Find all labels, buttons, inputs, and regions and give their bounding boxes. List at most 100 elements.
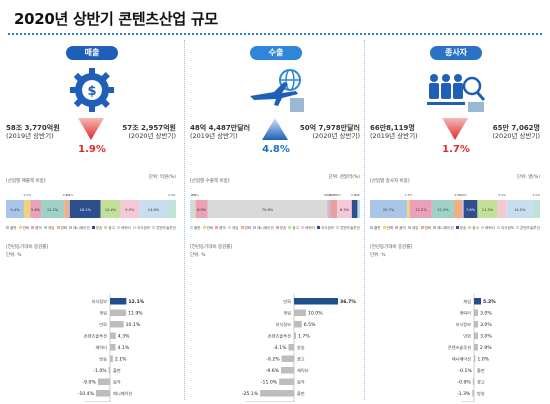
growth-value-label: 10.1% <box>126 322 141 328</box>
growth-category-label: 캐릭터 <box>95 344 107 351</box>
legend-label: 방송 <box>95 226 103 230</box>
growth-category-label: 게임 <box>283 310 291 317</box>
growth-bar <box>84 401 110 402</box>
growth-value-label: -1.3% <box>457 391 471 397</box>
growth-category-label: 광고 <box>113 402 121 403</box>
growth-value-label: -10.4% <box>78 391 95 397</box>
growth-category-label: 애니메이션 <box>297 402 316 403</box>
legend-label: 광고 <box>472 226 479 230</box>
decrease-triangle-icon <box>442 118 468 140</box>
share-segment <box>328 200 331 218</box>
growth-bar <box>279 378 294 385</box>
growth-category-label: 지식정보 <box>276 321 292 328</box>
growth-bar <box>474 298 482 305</box>
legend-label: 게임 <box>47 226 55 230</box>
legend-label: 만화 <box>386 226 394 230</box>
growth-caption: [전년동기대비 증감률] <box>190 245 233 250</box>
growth-bar <box>281 355 294 362</box>
share-segment-label: 3.7% <box>330 193 338 197</box>
growth-bar <box>288 344 295 351</box>
growth-bar <box>472 378 474 385</box>
legend-item: 콘텐츠솔루션 <box>152 226 176 230</box>
legend-swatch <box>433 226 437 229</box>
growth-unit: 단위: % <box>6 253 22 258</box>
growth-bar <box>110 355 113 362</box>
growth-bar <box>260 390 294 397</box>
share-segment <box>462 200 464 218</box>
growth-unit: 단위: % <box>190 253 206 258</box>
share-segment-label: 9.9% <box>125 208 135 212</box>
legend-swatch <box>116 226 120 229</box>
growth-category-label: 애니메이션 <box>113 390 132 397</box>
growth-bar <box>294 309 306 316</box>
legend-swatch <box>31 226 35 229</box>
growth-category-label: 만화 <box>99 321 107 328</box>
growth-value-label: 10.0% <box>308 311 323 317</box>
growth-value-label: 6.5% <box>304 322 316 328</box>
legend-label: 방송 <box>279 226 287 230</box>
growth-caption: [전년동기대비 증감률] <box>6 245 49 250</box>
growth-bar <box>245 401 294 402</box>
legend-label: 캐릭터 <box>304 226 315 230</box>
growth-value-label: -1.0% <box>93 368 107 374</box>
legend-label: 콘텐츠솔루션 <box>156 226 176 230</box>
legend-label: 음악 <box>35 226 42 230</box>
growth-category-label: 방송 <box>477 390 485 396</box>
share-segment-label: 14.5% <box>514 208 526 212</box>
growth-category-label: 방송 <box>297 344 305 350</box>
share-segment <box>139 200 168 218</box>
share-segment <box>190 200 195 218</box>
share-segment-label: 0.5% <box>66 193 74 197</box>
growth-value-label: -25.1% <box>242 391 259 397</box>
svg-text:$: $ <box>87 84 96 99</box>
legend-swatch <box>43 226 47 229</box>
growth-bar <box>472 390 475 397</box>
legend-label: 음악 <box>219 226 226 230</box>
share-legend: 출판 만화 음악 게임 영화 애니메이션 방송 광고 캐릭터 지식정보 콘텐츠솔루션 <box>6 226 176 232</box>
legend-label: 만화 <box>22 226 30 230</box>
people-search-icon <box>427 74 486 112</box>
legend-swatch <box>104 226 108 229</box>
legend-item: 출판 <box>370 226 381 230</box>
legend-item: 캐릭터 <box>116 226 131 230</box>
legend-label: 캐릭터 <box>120 226 131 230</box>
share-segment-label: 10.4% <box>105 208 117 212</box>
legend-swatch <box>370 226 373 229</box>
growth-value-label: 5.2% <box>483 299 496 305</box>
legend-item: 영화 <box>240 226 251 230</box>
share-segment <box>477 200 498 218</box>
legend-item: 광고 <box>104 226 115 230</box>
legend-item: 만화 <box>18 226 30 230</box>
growth-category-label: 콘텐츠솔루션 <box>84 333 107 340</box>
share-segment <box>370 200 408 218</box>
legend-swatch <box>69 226 73 229</box>
share-segment <box>409 200 432 218</box>
legend-swatch <box>420 226 424 229</box>
growth-category-label: 광고 <box>297 356 305 362</box>
growth-value-label: -11.0% <box>261 380 278 386</box>
sales-prev-stat: 58조 3,770억원 (2019년 상반기) <box>6 124 60 140</box>
legend-swatch <box>516 226 520 229</box>
legend-item: 콘텐츠솔루션 <box>336 226 360 230</box>
share-segment <box>431 200 455 218</box>
legend-swatch <box>382 226 386 229</box>
share-segment-label: 20.7% <box>383 208 395 212</box>
growth-category-label: 음악 <box>297 379 305 386</box>
share-bar-chart: 2.6%0.8% 6.9% 70.6% 0.5%1.4%3.7%0.2% 8.5% 3.3… <box>190 193 360 218</box>
share-segment <box>330 200 338 218</box>
legend-swatch <box>132 226 136 229</box>
growth-bar <box>110 321 124 328</box>
growth-category-label: 음악 <box>477 402 485 403</box>
share-segment <box>69 200 101 218</box>
growth-category-label: 만화 <box>463 333 471 340</box>
legend-swatch <box>468 226 472 229</box>
growth-category-label: 광고 <box>477 379 485 385</box>
legend-label: 광고 <box>108 226 115 230</box>
legend-swatch <box>202 226 206 229</box>
share-segment <box>357 200 360 218</box>
growth-category-label: 지식정보 <box>456 321 472 328</box>
legend-swatch <box>227 226 231 229</box>
growth-category-label: 캐릭터 <box>297 367 309 374</box>
legend-item: 방송 <box>91 226 103 230</box>
share-legend: 출판 만화 음악 게임 영화 애니메이션 방송 광고 캐릭터 지식정보 콘텐츠솔루션 <box>190 226 360 232</box>
